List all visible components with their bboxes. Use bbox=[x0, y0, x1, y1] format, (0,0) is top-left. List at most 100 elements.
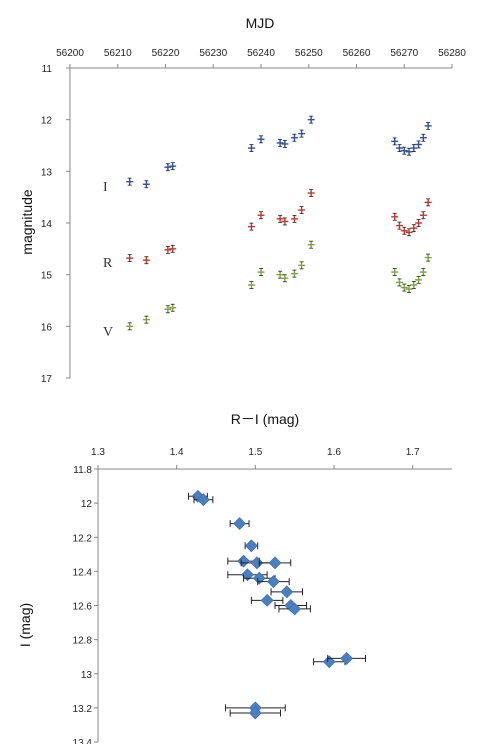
data-point bbox=[278, 602, 311, 616]
chart1-x-tick-label: 56250 bbox=[295, 48, 323, 59]
chart1-x-tick-label: 56210 bbox=[104, 48, 132, 59]
data-point-i bbox=[169, 162, 177, 171]
data-point-v bbox=[257, 268, 265, 276]
chart1-xlabel: MJD bbox=[246, 15, 275, 31]
data-point-i bbox=[142, 180, 150, 189]
data-point-r bbox=[298, 206, 306, 214]
data-point-v bbox=[142, 315, 150, 324]
chart1-x-tick-label: 56280 bbox=[438, 48, 466, 59]
data-point-v bbox=[419, 268, 427, 276]
data-point bbox=[229, 517, 250, 531]
data-point-i bbox=[419, 133, 427, 142]
chart1-x-tick-label: 56230 bbox=[199, 48, 227, 59]
data-point bbox=[257, 575, 290, 589]
chart1-y-tick-label: 11 bbox=[42, 64, 53, 75]
chart2-tick-labels: 1.3 1.4 1.5 1.6 1.7 11.8 12 12.2 12.4 12.6 12.8 13 1… bbox=[73, 447, 421, 744]
data-point-v bbox=[290, 269, 298, 278]
band-label-r: R bbox=[103, 256, 113, 271]
data-point-r bbox=[142, 256, 150, 265]
chart1-y-tick-label: 14 bbox=[41, 219, 53, 230]
chart2-y-tick-label: 13.2 bbox=[73, 704, 93, 715]
data-point-i bbox=[247, 144, 255, 152]
chart2-x-tick-label: 1.3 bbox=[91, 447, 105, 458]
diamond-marker bbox=[244, 539, 258, 553]
data-point bbox=[270, 585, 304, 599]
chart1-marks bbox=[126, 115, 432, 331]
diamond-marker bbox=[250, 556, 264, 570]
series-r bbox=[126, 189, 432, 265]
chart2-y-tick-label: 12.2 bbox=[73, 533, 93, 544]
data-point-v bbox=[126, 322, 134, 331]
data-point-r bbox=[126, 254, 134, 263]
diamond-marker bbox=[248, 706, 262, 720]
chart1-y-tick-label: 15 bbox=[41, 271, 53, 282]
chart1-y-tick-label: 12 bbox=[41, 116, 53, 127]
data-point-v bbox=[276, 270, 284, 279]
data-point-i bbox=[290, 133, 298, 142]
chart2-x-tick-label: 1.4 bbox=[170, 447, 184, 458]
diamond-marker bbox=[280, 585, 294, 599]
data-point bbox=[258, 556, 292, 570]
data-point-r bbox=[276, 214, 284, 223]
chart2-y-tick-label: 12.6 bbox=[73, 602, 93, 613]
data-point bbox=[244, 539, 259, 553]
chart1-x-tick-label: 56200 bbox=[56, 48, 84, 59]
chart1-y-tick-label: 16 bbox=[41, 322, 53, 333]
band-label-v: V bbox=[103, 325, 113, 340]
data-point-v bbox=[400, 283, 408, 292]
data-point-r bbox=[391, 212, 399, 221]
data-point-v bbox=[405, 285, 413, 294]
data-point-i bbox=[257, 135, 265, 144]
chart2-x-tick-label: 1.5 bbox=[248, 447, 262, 458]
data-point-v bbox=[307, 240, 315, 249]
chart2-y-tick-label: 11.8 bbox=[73, 465, 92, 476]
diamond-marker bbox=[252, 571, 266, 585]
chart2-y-tick-label: 12.8 bbox=[73, 636, 93, 647]
data-point-r bbox=[247, 222, 255, 231]
data-point-v bbox=[247, 281, 255, 289]
data-point-r bbox=[290, 214, 298, 223]
chart2-ylabel: I (mag) bbox=[17, 603, 33, 647]
chart1-x-tick-label: 56270 bbox=[390, 48, 418, 59]
chart2-y-tick-label: 12.4 bbox=[73, 567, 93, 578]
data-point-r bbox=[405, 228, 413, 237]
data-point-i bbox=[307, 115, 315, 124]
data-point-r bbox=[307, 189, 315, 197]
data-point-v bbox=[164, 305, 172, 314]
data-point-i bbox=[281, 140, 289, 148]
data-point-i bbox=[410, 144, 418, 152]
data-point-r bbox=[395, 221, 403, 230]
data-point-i bbox=[126, 177, 134, 186]
data-point-i bbox=[400, 146, 408, 155]
chart2-y-tick-label: 12 bbox=[81, 499, 93, 510]
chart1-tick-labels: 56200 56210 56220 56230 56240 56250 56260 56270… bbox=[41, 48, 466, 385]
chart2-y-tick-label: 13.4 bbox=[73, 738, 93, 744]
data-point-r bbox=[419, 211, 427, 220]
data-point-v bbox=[391, 268, 399, 276]
data-point-r bbox=[415, 219, 423, 227]
chart1-x-tick-label: 56240 bbox=[247, 48, 275, 59]
chart2-axes bbox=[94, 465, 452, 743]
diamond-marker bbox=[268, 556, 282, 570]
data-point bbox=[250, 593, 284, 607]
series-v bbox=[126, 240, 432, 331]
data-point-i bbox=[276, 139, 284, 147]
chart2-xlabel: R－I (mag) bbox=[231, 411, 299, 427]
data-point-r bbox=[424, 198, 432, 207]
data-point-i bbox=[298, 129, 306, 138]
data-point-v bbox=[415, 275, 423, 284]
chart2-x-tick-label: 1.6 bbox=[327, 447, 341, 458]
data-point-i bbox=[424, 121, 432, 130]
data-point-r bbox=[400, 226, 408, 235]
color-magnitude-chart: R－I (mag) I (mag) 1.3 1.4 1.5 1.6 1.7 11.8 12 1… bbox=[17, 411, 452, 744]
data-point-v bbox=[424, 253, 432, 262]
data-point bbox=[193, 493, 214, 507]
light-curve-chart: MJD magnitude 56200 56210 56220 56230 56240 5… bbox=[19, 15, 466, 385]
data-point-v bbox=[410, 281, 418, 289]
diamond-marker bbox=[260, 593, 274, 607]
series-i bbox=[126, 115, 432, 189]
chart2-x-tick-label: 1.7 bbox=[406, 447, 420, 458]
data-point-i bbox=[395, 144, 403, 152]
chart1-y-tick-label: 17 bbox=[41, 374, 53, 385]
